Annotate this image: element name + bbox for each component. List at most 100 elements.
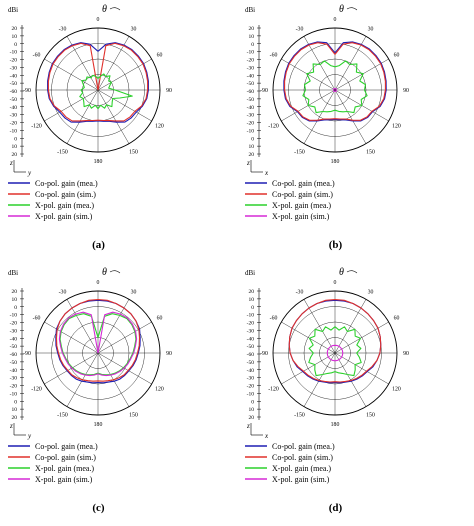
scale-tick-label: -20 (247, 384, 255, 390)
scale-tick-label: 20 (12, 152, 18, 158)
scale-tick-label: 0 (251, 136, 254, 142)
panel-caption: (a) (92, 239, 105, 251)
scale-tick-label: -20 (247, 58, 255, 64)
polar-spoke (97, 321, 152, 354)
polar-spoke (303, 352, 336, 407)
angle-label: -30 (59, 27, 67, 33)
legend-label: X-pol. gain (sim.) (272, 212, 330, 221)
axis-indicator-h: y (27, 169, 32, 177)
legend-label: X-pol. gain (mea.) (272, 201, 331, 210)
theta-label: θ (339, 267, 344, 278)
scale-tick-label: -10 (10, 128, 18, 134)
legend-label: Co-pol. gain (mea.) (272, 442, 335, 451)
series-line-2 (284, 42, 386, 121)
scale-tick-label: 10 (249, 407, 255, 413)
scale-tick-label: 10 (12, 144, 18, 150)
angle-label: 90 (403, 88, 409, 94)
scale-tick-label: -40 (10, 73, 18, 79)
angle-label: 150 (129, 149, 138, 155)
polar-spoke (334, 352, 389, 385)
scale-tick-label: 10 (249, 34, 255, 40)
angle-label: 60 (394, 316, 400, 322)
angle-label: 30 (131, 290, 137, 296)
unit-label: dBi (8, 6, 18, 14)
scale-tick-label: -40 (247, 105, 255, 111)
legend-label: X-pol. gain (sim.) (35, 475, 93, 484)
scale-tick-label: -30 (247, 113, 255, 119)
theta-label: θ (339, 4, 344, 15)
angle-label: -150 (294, 149, 305, 155)
angle-label: -150 (294, 412, 305, 418)
angle-label: 180 (94, 422, 103, 428)
angle-label: -90 (260, 88, 268, 94)
scale-tick-label: -10 (10, 313, 18, 319)
scale-tick-label: -40 (247, 368, 255, 374)
scale-tick-label: -40 (10, 368, 18, 374)
angle-label: -60 (270, 316, 278, 322)
series-line-4 (58, 311, 138, 377)
series-line-4 (326, 344, 344, 362)
angle-label: 60 (157, 316, 163, 322)
angle-label: -120 (268, 387, 279, 393)
scale-tick-label: -10 (247, 313, 255, 319)
angle-label: 30 (368, 290, 374, 296)
theta-arrow (109, 7, 121, 11)
scale-tick-label: -10 (10, 391, 18, 397)
scale-tick-label: -30 (247, 376, 255, 382)
scale-tick-label: 0 (14, 399, 17, 405)
legend-label: Co-pol. gain (mea.) (272, 179, 335, 188)
scale-tick-label: -40 (247, 73, 255, 79)
scale-tick-label: 10 (12, 407, 18, 413)
polar-spoke (97, 89, 130, 144)
polar-spoke (334, 89, 367, 144)
scale-tick-label: -30 (247, 65, 255, 71)
scale-tick-label: -50 (247, 360, 255, 366)
panel-caption: (b) (329, 239, 343, 251)
series-line-2 (55, 298, 141, 382)
scale-tick-label: -50 (10, 360, 18, 366)
legend-label: Co-pol. gain (mea.) (35, 442, 98, 451)
polar-spoke (281, 58, 336, 91)
polar-chart-svg: 20100-10-20-30-40-50-60-50-40-30-20-1001… (8, 4, 172, 251)
polar-chart-svg: 20100-10-20-30-40-50-60-50-40-30-20-1001… (245, 267, 409, 514)
scale-tick-label: -40 (10, 105, 18, 111)
scale-tick-label: 10 (12, 34, 18, 40)
scale-tick-label: -10 (10, 50, 18, 56)
series-line-3 (59, 313, 137, 376)
axis-indicator-z: z (246, 159, 250, 167)
scale-tick-label: -60 (10, 89, 18, 95)
angle-label: -120 (31, 124, 42, 130)
polar-spoke (44, 352, 99, 385)
scale-tick-label: 0 (14, 42, 17, 48)
scale-tick-label: -40 (247, 336, 255, 342)
scale-tick-label: -20 (247, 321, 255, 327)
angle-label: 0 (334, 280, 337, 286)
legend-label: Co-pol. gain (sim.) (272, 453, 333, 462)
scale-tick-label: -60 (10, 352, 18, 358)
polar-spoke (44, 321, 99, 354)
scale-tick-label: 20 (12, 289, 18, 295)
angle-label: -60 (33, 316, 41, 322)
scale-tick-label: -10 (247, 50, 255, 56)
angle-label: -60 (33, 53, 41, 59)
scale-tick-label: -50 (247, 344, 255, 350)
angle-label: 150 (366, 412, 375, 418)
scale-tick-label: 0 (14, 136, 17, 142)
polar-spoke (334, 321, 389, 354)
scale-tick-label: 0 (251, 305, 254, 311)
legend-label: Co-pol. gain (sim.) (35, 190, 96, 199)
scale-tick-label: -40 (10, 336, 18, 342)
angle-label: -30 (296, 290, 304, 296)
panel-caption: (d) (329, 502, 343, 514)
series-line-3 (308, 326, 362, 377)
polar-spoke (281, 321, 336, 354)
legend-label: X-pol. gain (mea.) (35, 201, 94, 210)
scale-tick-label: -20 (10, 321, 18, 327)
scale-tick-label: -60 (247, 352, 255, 358)
scale-tick-label: -30 (10, 328, 18, 334)
polar-panel-c: 20 10 0 -10 -20 -30 -40 -50 -60 -50 -40 -30 -20 -10 0 1… (0, 263, 237, 526)
polar-spoke (44, 89, 99, 122)
axis-indicator-z: z (9, 159, 13, 167)
polar-spoke (334, 352, 367, 407)
polar-chart-svg: 20100-10-20-30-40-50-60-50-40-30-20-1001… (245, 4, 409, 251)
